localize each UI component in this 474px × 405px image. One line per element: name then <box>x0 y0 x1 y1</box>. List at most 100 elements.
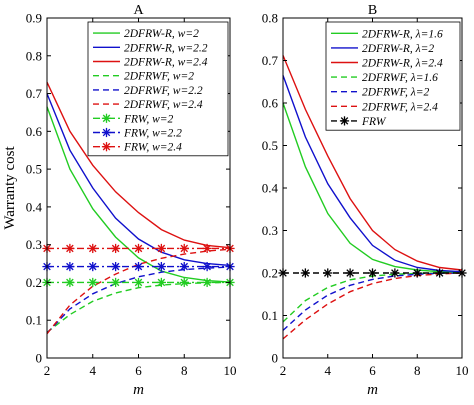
y-tick-label: 0.7 <box>262 53 279 68</box>
y-axis-label: Warranty cost <box>2 145 18 229</box>
series-9-marker-stroke <box>66 244 74 253</box>
y-tick-label: 0.5 <box>26 162 42 177</box>
series-7-marker-stroke <box>111 278 120 287</box>
legend-label-9: FRW, w=2.4 <box>123 142 182 154</box>
x-tick-label: 2 <box>280 363 287 378</box>
series-line-2 <box>46 93 231 267</box>
legend-marker-7 <box>101 113 112 123</box>
y-tick-label: 0.7 <box>26 86 43 101</box>
series-9-marker <box>156 243 166 254</box>
series-7-marker <box>179 277 189 288</box>
series-9-marker-stroke <box>88 244 97 253</box>
series-9-marker-stroke <box>203 244 211 253</box>
legend-label-1: 2DFRW-R, λ=1.6 <box>362 28 443 40</box>
series-line-1 <box>46 106 231 283</box>
y-tick-label: 0.2 <box>262 266 278 281</box>
legend-label-2: 2DFRW-R, λ=2 <box>362 43 434 55</box>
series-7-marker <box>300 268 310 278</box>
chart-title: A <box>133 3 144 18</box>
series-9-marker-stroke <box>134 244 143 253</box>
series-7-marker-stroke <box>134 278 143 287</box>
legend-label-4: 2DFRWF, w=2 <box>124 71 194 83</box>
y-tick-label: 0.1 <box>26 313 42 328</box>
y-tick-label: 0.5 <box>262 138 278 153</box>
series-7-marker <box>88 277 98 288</box>
x-tick-label: 4 <box>90 363 97 378</box>
series-8-marker-stroke <box>157 262 166 271</box>
series-7-marker-stroke <box>88 278 97 287</box>
series-8-marker-stroke <box>134 262 143 271</box>
y-tick-label: 0.6 <box>262 96 279 111</box>
series-9-marker <box>88 243 98 254</box>
y-tick-label: 0.2 <box>26 275 42 290</box>
series-8-marker <box>111 261 121 272</box>
series-7-marker-stroke <box>66 278 74 287</box>
series-line-1 <box>282 102 463 273</box>
series-9-marker <box>111 243 121 254</box>
x-tick-label: 4 <box>325 363 332 378</box>
chart-title: B <box>368 3 377 18</box>
legend-label-6: 2DFRWF, w=2.4 <box>124 99 203 111</box>
panel-a: 2 4 6 8 10 0 0.1 0.2 0.3 0.4 0.5 0.6 0.7 0.8 0.9 Am Warr… <box>2 3 237 398</box>
legend-marker-7 <box>339 116 350 126</box>
series-line-3 <box>46 81 231 249</box>
y-tick-label: 0.4 <box>26 199 43 214</box>
x-tick-label: 6 <box>369 363 376 378</box>
series-8-marker <box>133 261 144 272</box>
y-tick-label: 0 <box>272 351 279 366</box>
series-line-5 <box>282 272 463 331</box>
series-9-marker <box>202 243 212 254</box>
legend-label-5: 2DFRWF, λ=2 <box>362 87 430 99</box>
legend-label-4: 2DFRWF, λ=1.6 <box>362 72 438 84</box>
series-line-2 <box>282 75 463 273</box>
series-8-marker <box>179 261 189 272</box>
legend: 2DFRW-R, λ=1.6 2DFRW-R, λ=2 2DFRW-R, λ=2.4… <box>325 21 461 131</box>
series-7-marker-stroke <box>157 278 166 287</box>
series-8-marker-stroke <box>203 262 211 271</box>
y-tick-label: 0.6 <box>26 124 43 139</box>
legend-marker-9 <box>101 142 112 152</box>
legend: 2DFRW-R, w=2 2DFRW-R, w=2.2 2DFRW-R, w=2.4… <box>87 21 229 157</box>
legend-label-6: 2DFRWF, λ=2.4 <box>362 101 438 113</box>
series-7-marker <box>390 268 400 278</box>
series-9-marker-stroke <box>157 244 166 253</box>
y-tick-label: 0.4 <box>262 181 279 196</box>
series-7-marker-stroke <box>203 278 211 287</box>
series-7-marker <box>323 268 333 278</box>
series-line-5 <box>46 266 231 334</box>
series-8-marker <box>88 261 98 272</box>
x-axis-label: m <box>133 382 144 398</box>
series-7-marker <box>133 277 144 288</box>
y-tick-label: 0.1 <box>262 308 278 323</box>
x-tick-label: 10 <box>224 363 237 378</box>
legend-marker-8 <box>101 127 112 138</box>
series-7-marker <box>367 268 378 278</box>
legend-label-7: FRW <box>361 116 387 128</box>
series-7-marker <box>111 277 121 288</box>
series-9-marker-stroke <box>180 244 189 253</box>
series-7-marker-stroke <box>301 269 310 277</box>
series-7-marker-stroke <box>368 269 377 277</box>
x-tick-label: 2 <box>44 363 51 378</box>
x-tick-label: 8 <box>414 363 421 378</box>
series-7-marker <box>156 277 166 288</box>
x-tick-label: 10 <box>456 363 469 378</box>
series-9-marker <box>179 243 189 254</box>
series-7-marker-stroke <box>346 269 354 277</box>
legend-label-3: 2DFRW-R, λ=2.4 <box>362 58 443 70</box>
series-7-marker <box>435 268 445 278</box>
y-tick-label: 0 <box>36 351 43 366</box>
series-9-marker <box>133 243 144 254</box>
legend-label-8: FRW, w=2.2 <box>123 128 182 140</box>
series-7-marker-stroke <box>413 269 422 277</box>
series-7-marker <box>65 277 75 288</box>
legend-label-1: 2DFRW-R, w=2 <box>124 28 199 40</box>
series-9-marker <box>65 243 75 254</box>
series-7-marker <box>345 268 355 278</box>
legend-label-3: 2DFRW-R, w=2.4 <box>124 57 208 69</box>
x-tick-label: 8 <box>181 363 188 378</box>
y-tick-label: 0.3 <box>26 237 42 252</box>
series-7-marker-stroke <box>391 269 399 277</box>
legend-label-7: FRW, w=2 <box>123 113 174 125</box>
series-8-marker-stroke <box>180 262 189 271</box>
